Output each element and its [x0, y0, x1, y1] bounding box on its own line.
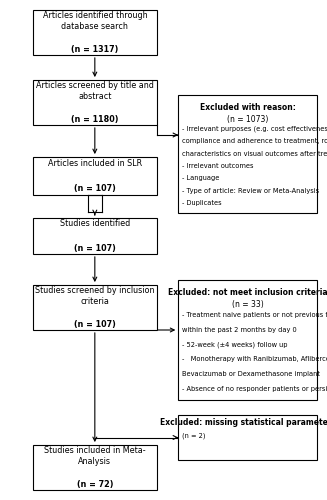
Text: - Language: - Language — [182, 176, 220, 182]
Text: (n = 1180): (n = 1180) — [71, 115, 119, 124]
Text: (n = 107): (n = 107) — [74, 320, 116, 329]
Text: - Irrelevant purposes (e.g. cost effectiveness evaluation,: - Irrelevant purposes (e.g. cost effecti… — [182, 126, 327, 132]
Text: Articles screened by title and: Articles screened by title and — [36, 81, 154, 90]
FancyBboxPatch shape — [33, 10, 157, 55]
Text: - Absence of no responder patients or persistent DME: - Absence of no responder patients or pe… — [182, 386, 327, 392]
Text: (n = 107): (n = 107) — [74, 184, 116, 193]
Text: -   Monotherapy with Ranibizumab, Aflibercept,: - Monotherapy with Ranibizumab, Afliberc… — [182, 356, 327, 362]
Text: Articles included in SLR: Articles included in SLR — [48, 159, 142, 168]
Text: database search: database search — [61, 22, 128, 32]
Text: criteria: criteria — [80, 298, 109, 306]
Text: (n = 72): (n = 72) — [77, 480, 113, 489]
Text: - Type of article: Review or Meta-Analysis: - Type of article: Review or Meta-Analys… — [182, 188, 319, 194]
Text: Analysis: Analysis — [78, 458, 111, 466]
FancyBboxPatch shape — [33, 285, 157, 330]
FancyBboxPatch shape — [33, 218, 157, 254]
Text: characteristics on visual outcomes after treatments): characteristics on visual outcomes after… — [182, 150, 327, 157]
FancyBboxPatch shape — [33, 80, 157, 125]
Text: (n = 33): (n = 33) — [232, 300, 264, 310]
FancyBboxPatch shape — [178, 415, 317, 460]
Text: abstract: abstract — [78, 92, 112, 102]
Text: Excluded: not meet inclusion criteria: Excluded: not meet inclusion criteria — [168, 288, 327, 298]
Text: Studies included in Meta-: Studies included in Meta- — [44, 446, 146, 455]
Text: Studies identified: Studies identified — [60, 220, 130, 228]
Text: - Duplicates: - Duplicates — [182, 200, 222, 206]
FancyBboxPatch shape — [178, 280, 317, 400]
FancyBboxPatch shape — [178, 95, 317, 212]
Text: Excluded with reason:: Excluded with reason: — [200, 103, 296, 112]
Text: compliance and adherence to treatment, role of baseline: compliance and adherence to treatment, r… — [182, 138, 327, 144]
Text: - Irrelevant outcomes: - Irrelevant outcomes — [182, 163, 254, 169]
Text: Excluded: missing statistical parameters: Excluded: missing statistical parameters — [160, 418, 327, 427]
Text: - 52-week (±4 weeks) follow up: - 52-week (±4 weeks) follow up — [182, 342, 288, 348]
Text: - Treatment naive patients or not previous treatment: - Treatment naive patients or not previo… — [182, 312, 327, 318]
FancyBboxPatch shape — [33, 445, 157, 490]
Text: (n = 1317): (n = 1317) — [71, 45, 118, 54]
Text: Studies screened by inclusion: Studies screened by inclusion — [35, 286, 155, 295]
Text: Articles identified through: Articles identified through — [43, 11, 147, 20]
FancyBboxPatch shape — [33, 157, 157, 195]
Text: (n = 1073): (n = 1073) — [227, 115, 268, 124]
Text: Bevacizumab or Dexamethasone implant: Bevacizumab or Dexamethasone implant — [182, 371, 320, 377]
Text: (n = 107): (n = 107) — [74, 244, 116, 252]
Text: within the past 2 months by day 0: within the past 2 months by day 0 — [182, 327, 297, 333]
Text: (n = 2): (n = 2) — [182, 432, 206, 438]
